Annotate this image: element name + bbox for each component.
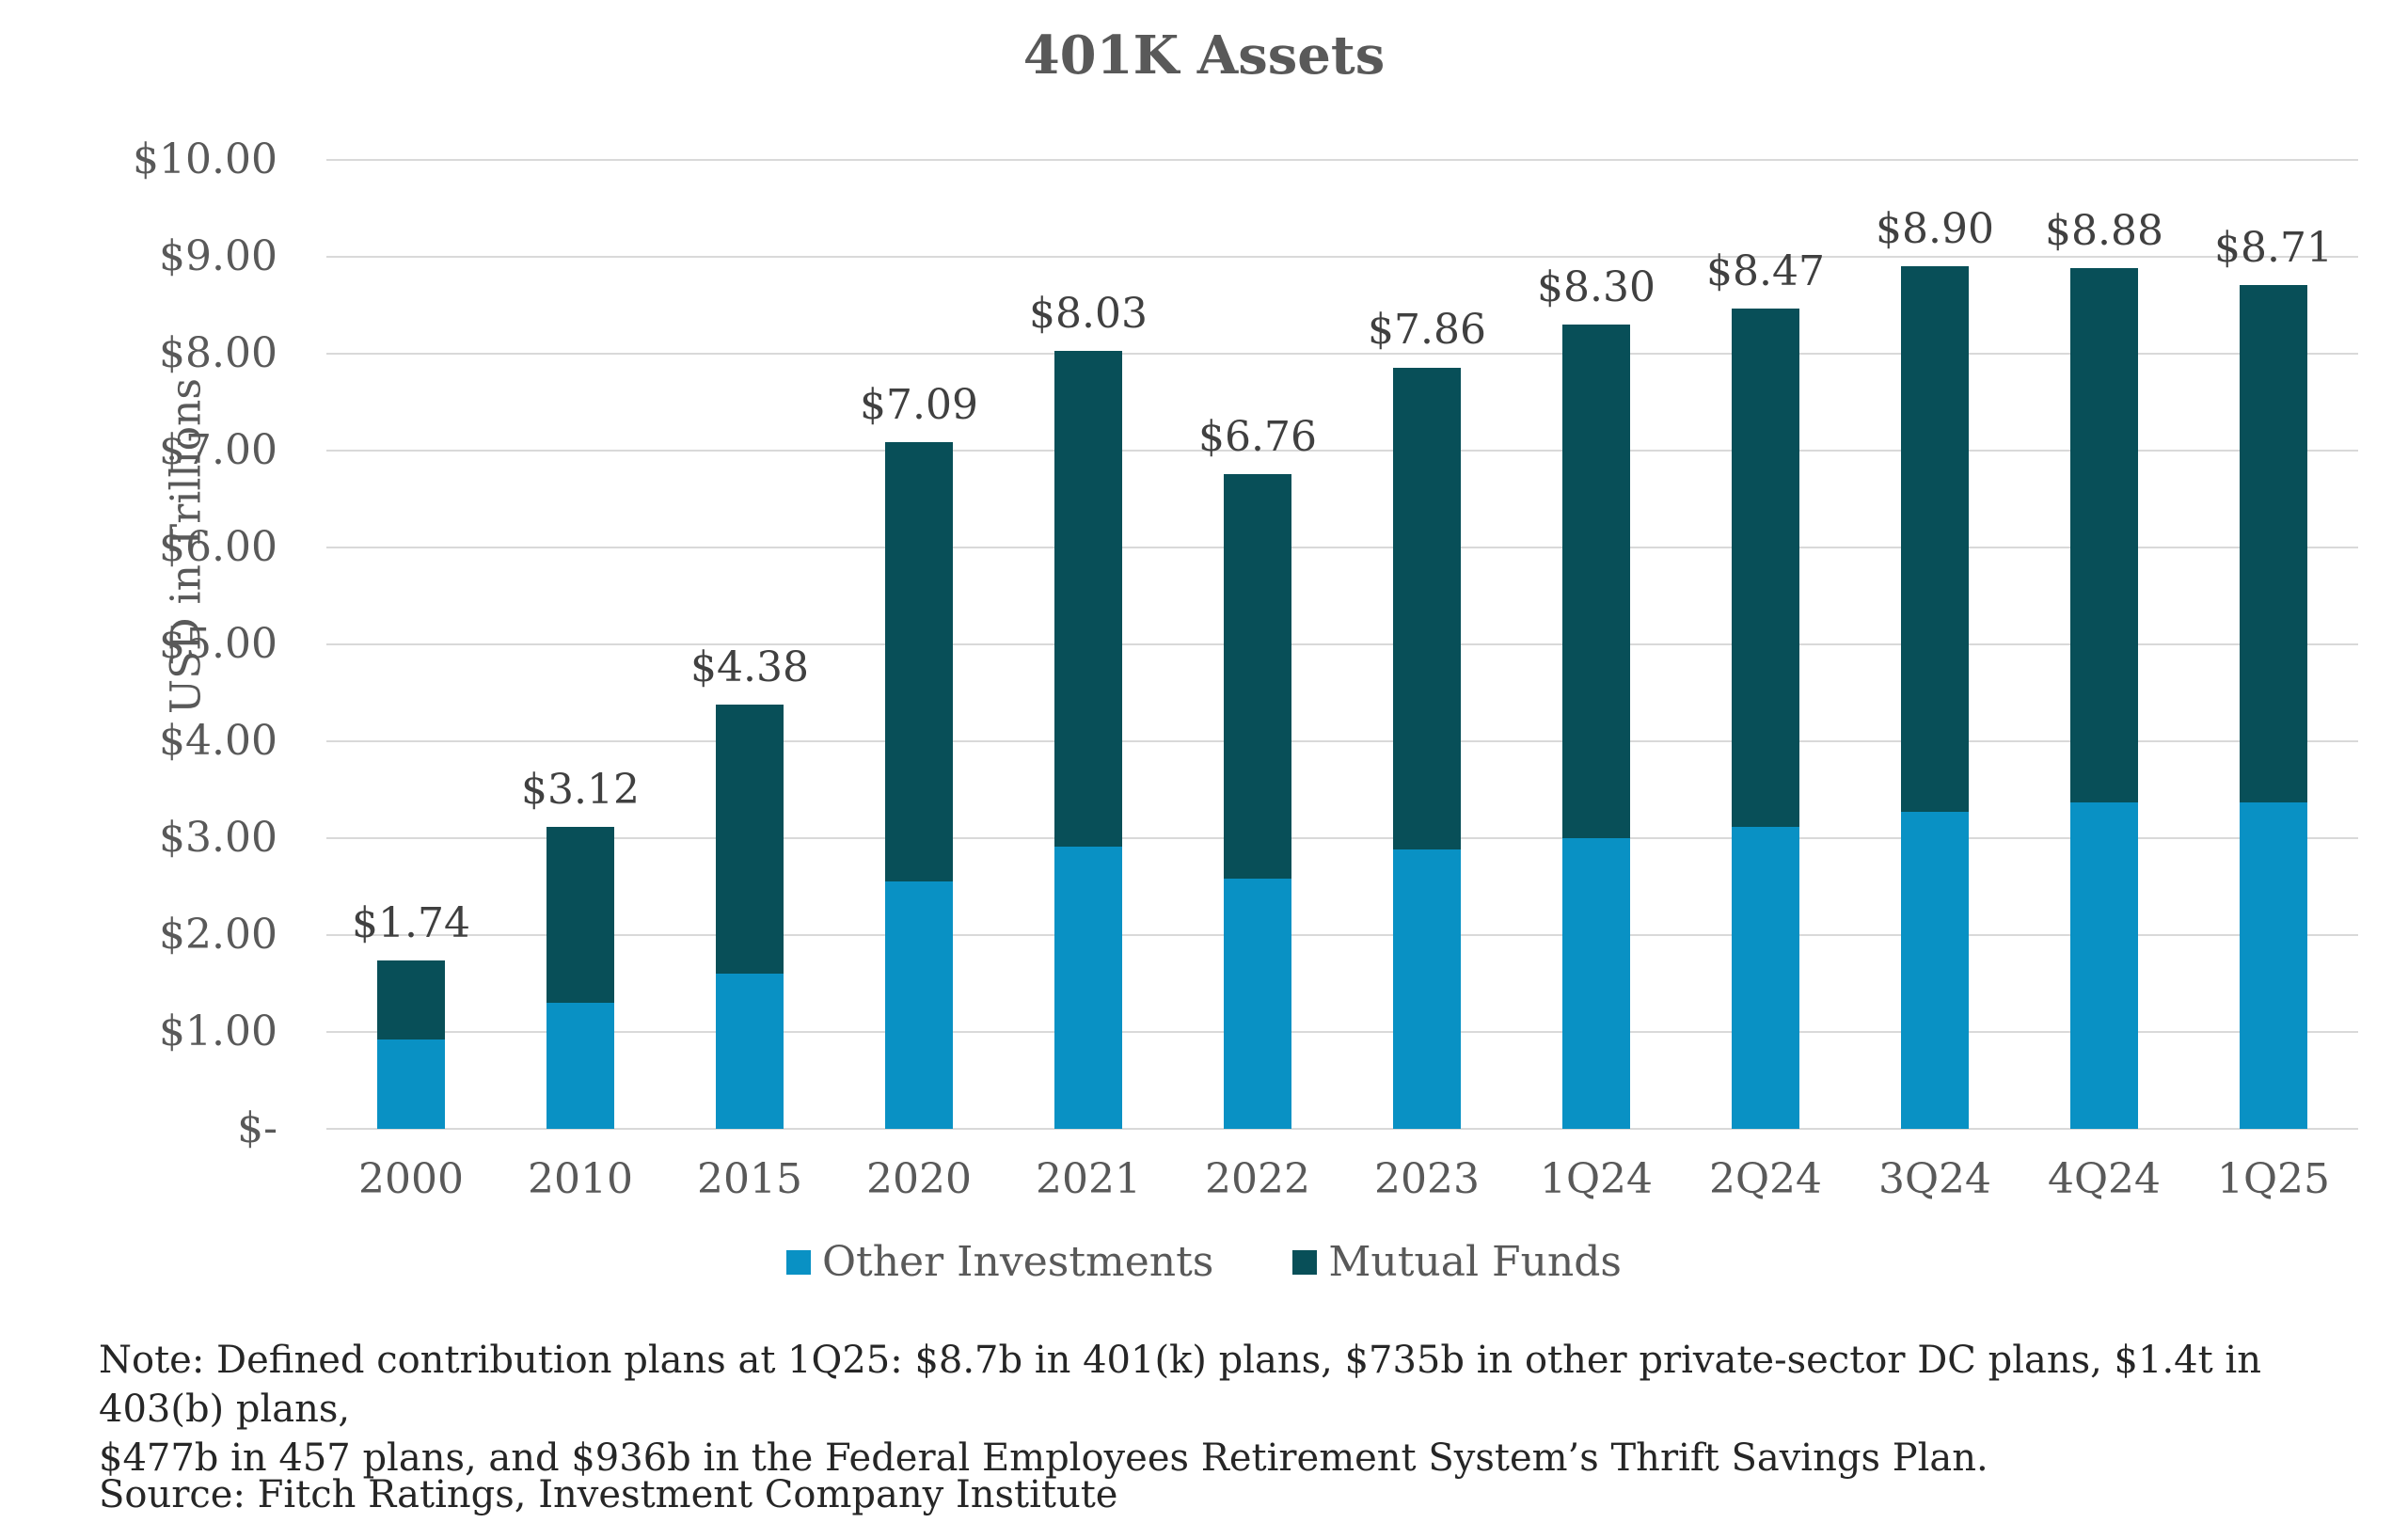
- x-tick-label-2023: 2023: [1374, 1155, 1480, 1203]
- bar-group-1Q24: $8.30: [1512, 160, 1681, 1129]
- bar-segment-mutual-funds: [2070, 268, 2138, 802]
- x-tick-label-2015: 2015: [697, 1155, 802, 1203]
- legend-label: Other Investments: [821, 1238, 1214, 1286]
- bar-segment-other-investments: [1732, 826, 1799, 1129]
- x-tick-label-4Q24: 4Q24: [2047, 1155, 2162, 1203]
- bar-total-label: $8.88: [2045, 207, 2163, 256]
- bar-segment-other-investments: [2070, 801, 2138, 1129]
- bar-total-label: $8.47: [1706, 246, 1825, 295]
- plot-area: $1.74 $3.12 $4.38 $7.09 $8.03 $6.76 $7.86 $8.30…: [326, 159, 2358, 1130]
- bar-group-2023: $7.86: [1342, 160, 1512, 1129]
- bar-total-label: $4.38: [690, 643, 809, 691]
- bar-segment-other-investments: [547, 1003, 614, 1129]
- bar-segment-mutual-funds: [1224, 473, 1291, 880]
- bar-segment-mutual-funds: [1732, 308, 1799, 827]
- bar-segment-mutual-funds: [1562, 325, 1630, 838]
- x-tick-label-1Q24: 1Q24: [1539, 1155, 1654, 1203]
- bar-segment-mutual-funds: [547, 826, 614, 1004]
- source-text: Source: Fitch Ratings, Investment Compan…: [99, 1473, 1118, 1516]
- bar-segment-mutual-funds: [2240, 284, 2307, 802]
- legend-entry: Other Investments: [785, 1238, 1214, 1286]
- bar-segment-other-investments: [1054, 847, 1122, 1129]
- bar-group-2010: $3.12: [496, 160, 665, 1129]
- bar-group-3Q24: $8.90: [1850, 160, 2020, 1129]
- bar-segment-other-investments: [377, 1039, 445, 1129]
- bar-group-2015: $4.38: [665, 160, 834, 1129]
- bar-segment-mutual-funds: [716, 704, 784, 975]
- bar-total-label: $7.09: [860, 380, 978, 429]
- x-tick-label-1Q25: 1Q25: [2216, 1155, 2331, 1203]
- bar-group-2Q24: $8.47: [1681, 160, 1850, 1129]
- y-tick-label: $1.00: [159, 1007, 277, 1055]
- bar-segment-other-investments: [1393, 849, 1461, 1129]
- gridline: [326, 643, 2358, 645]
- bar-total-label: $7.86: [1368, 306, 1486, 355]
- legend: Other Investments Mutual Funds: [0, 1238, 2408, 1286]
- y-tick-label: $7.00: [159, 426, 277, 474]
- gridline: [326, 353, 2358, 355]
- bar-total-label: $1.74: [352, 898, 470, 947]
- y-tick-label: $3.00: [159, 814, 277, 862]
- y-tick-label: $6.00: [159, 523, 277, 571]
- note-text: Note: Defined contribution plans at 1Q25…: [99, 1339, 2261, 1480]
- bar-segment-other-investments: [1224, 879, 1291, 1129]
- x-tick-label-3Q24: 3Q24: [1877, 1155, 1992, 1203]
- chart-title: 401K Assets: [1022, 24, 1386, 87]
- gridline: [326, 740, 2358, 742]
- gridline: [326, 837, 2358, 839]
- x-tick-label-2020: 2020: [866, 1155, 972, 1203]
- gridline: [326, 547, 2358, 548]
- bar-group-2022: $6.76: [1173, 160, 1342, 1129]
- bar-total-label: $8.90: [1876, 205, 1994, 254]
- x-tick-label-2000: 2000: [358, 1155, 464, 1203]
- x-tick-label-2010: 2010: [528, 1155, 633, 1203]
- legend-swatch-icon: [1292, 1249, 1318, 1275]
- bar-group-2000: $1.74: [326, 160, 496, 1129]
- legend-label: Mutual Funds: [1328, 1238, 1623, 1286]
- gridline: [326, 159, 2358, 161]
- y-tick-label: $10.00: [133, 135, 277, 183]
- x-tick-label-2022: 2022: [1205, 1155, 1310, 1203]
- gridline: [326, 450, 2358, 452]
- x-axis-line: [326, 1128, 2358, 1130]
- bar-segment-mutual-funds: [377, 960, 445, 1040]
- y-tick-label: $4.00: [159, 717, 277, 765]
- gridline: [326, 934, 2358, 936]
- bar-total-label: $8.30: [1537, 263, 1656, 312]
- y-tick-label: $9.00: [159, 232, 277, 280]
- bar-segment-mutual-funds: [1901, 266, 1969, 813]
- bar-total-label: $8.71: [2214, 223, 2333, 272]
- bar-segment-other-investments: [2240, 801, 2307, 1129]
- y-tick-label: $8.00: [159, 329, 277, 377]
- bar-total-label: $3.12: [521, 765, 640, 814]
- y-tick-label: $5.00: [159, 620, 277, 668]
- bar-segment-other-investments: [1562, 838, 1630, 1129]
- x-tick-label-2Q24: 2Q24: [1708, 1155, 1823, 1203]
- legend-swatch-icon: [785, 1249, 811, 1275]
- bar-segment-other-investments: [716, 974, 784, 1129]
- gridline: [326, 256, 2358, 258]
- bar-group-1Q25: $8.71: [2189, 160, 2358, 1129]
- legend-entry: Mutual Funds: [1292, 1238, 1622, 1286]
- gridline: [326, 1031, 2358, 1033]
- bar-group-4Q24: $8.88: [2020, 160, 2189, 1129]
- bar-segment-other-investments: [1901, 812, 1969, 1129]
- bar-segment-mutual-funds: [885, 441, 953, 882]
- y-tick-label: $-: [237, 1104, 277, 1152]
- bar-segment-mutual-funds: [1054, 350, 1122, 848]
- y-tick-label: $2.00: [159, 911, 277, 959]
- bar-total-label: $8.03: [1029, 289, 1148, 338]
- bar-segment-other-investments: [885, 881, 953, 1129]
- bar-segment-mutual-funds: [1393, 367, 1461, 850]
- x-tick-label-2021: 2021: [1036, 1155, 1141, 1203]
- bar-group-2020: $7.09: [834, 160, 1004, 1129]
- bar-group-2021: $8.03: [1004, 160, 1173, 1129]
- bar-total-label: $6.76: [1198, 412, 1317, 461]
